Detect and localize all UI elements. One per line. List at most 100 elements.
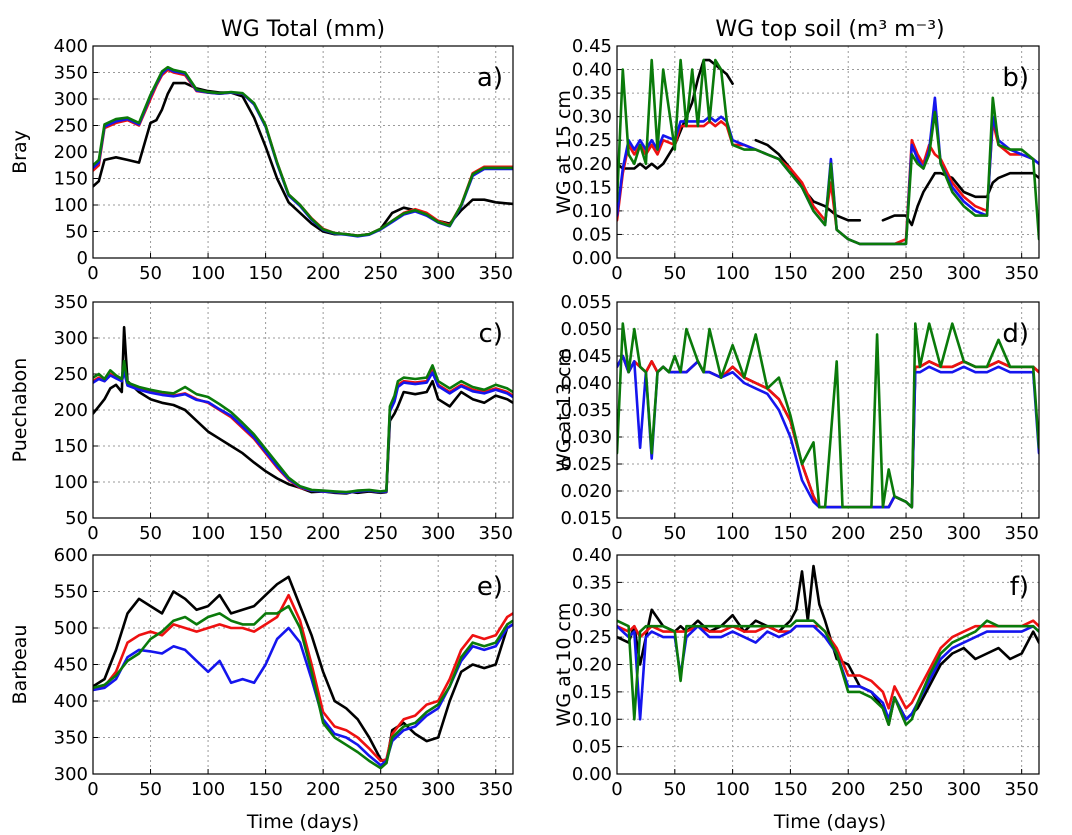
x-tick-label: 50 (139, 779, 162, 800)
y-tick-label: 0.30 (572, 600, 612, 621)
series-group (93, 65, 513, 238)
x-tick-label: 200 (306, 523, 340, 544)
y-axis-label: WG at 15 cm (553, 90, 575, 214)
plot-frame (616, 554, 1040, 775)
y-tick-label: 0.40 (572, 545, 612, 566)
series-line-0 (93, 575, 513, 765)
panel-a: 0 50 100 150 200 250 300 350 0 50 100 150 200 250 300 3… (9, 36, 514, 284)
y-tick-label: 0 (77, 248, 88, 269)
x-tick-label: 200 (831, 523, 865, 544)
x-tick-label: 300 (947, 263, 981, 284)
y-tick-label: 0.35 (572, 572, 612, 593)
y-tick-label: 300 (54, 328, 88, 349)
x-tick-label: 150 (248, 523, 282, 544)
y-tick-label: 0.40 (572, 60, 612, 81)
x-tick-label: 350 (479, 779, 513, 800)
x-tick-label: 0 (87, 523, 98, 544)
x-axis-title-right: Time (days) (773, 811, 886, 833)
plot-frame (616, 301, 1040, 519)
y-tick-label: 100 (54, 472, 88, 493)
x-tick-label: 0 (87, 263, 98, 284)
y-tick-label: 0.00 (572, 248, 612, 269)
x-tick-label: 250 (363, 523, 397, 544)
y-tick-label: 0.055 (560, 292, 612, 313)
panel-c: 0 50 100 150 200 250 300 3505010015020025030035… (9, 292, 514, 544)
y-tick-label: 0.15 (572, 682, 612, 703)
series-group (93, 575, 513, 770)
y-tick-label: 150 (54, 436, 88, 457)
series-line-2 (617, 96, 1039, 246)
y-tick-label: 600 (54, 545, 88, 566)
y-tick-label: 0.040 (560, 373, 612, 394)
y-tick-label: 250 (54, 116, 88, 137)
x-tick-label: 250 (889, 779, 923, 800)
series-line-0 (617, 564, 1039, 726)
x-tick-label: 0 (611, 779, 622, 800)
panel-tag: a) (477, 63, 503, 93)
y-tick-label: 200 (54, 400, 88, 421)
y-axis-label: Barbeau (9, 625, 31, 705)
y-tick-label: 0.20 (572, 655, 612, 676)
x-tick-label: 150 (773, 263, 807, 284)
x-tick-label: 300 (947, 779, 981, 800)
y-tick-label: 350 (54, 63, 88, 84)
y-tick-label: 550 (54, 582, 88, 603)
x-tick-label: 300 (421, 779, 455, 800)
y-tick-label: 150 (54, 169, 88, 190)
x-tick-label: 250 (363, 263, 397, 284)
panel-e: 0 50 100 150 200 250 300 350 300 350 400 450 500 550 6… (9, 545, 514, 800)
series-group (617, 564, 1039, 726)
x-tick-label: 0 (87, 779, 98, 800)
x-tick-label: 300 (421, 263, 455, 284)
panels-group: 0 50 100 150 200 250 300 3500501001502002503003… (9, 36, 1040, 800)
series-line-3 (617, 58, 1039, 246)
y-tick-label: 0.10 (572, 201, 612, 222)
x-tick-label: 150 (248, 263, 282, 284)
panel-tag: f) (1010, 572, 1029, 602)
x-tick-label: 200 (306, 263, 340, 284)
y-tick-label: 200 (54, 142, 88, 163)
plot-frame (616, 45, 1040, 259)
x-tick-label: 100 (715, 263, 749, 284)
x-tick-label: 350 (1004, 523, 1038, 544)
panel-d: 0 50 100 150 200 250 300 350 0.015 0.020 0.025 0.03… (553, 292, 1040, 544)
series-line-3 (93, 604, 513, 770)
y-tick-label: 350 (54, 728, 88, 749)
x-tick-label: 150 (773, 779, 807, 800)
column-title-total: WG Total (mm) (221, 17, 385, 42)
y-tick-label: 0.45 (572, 36, 612, 57)
x-tick-label: 100 (191, 779, 225, 800)
plot-frame (92, 554, 514, 775)
series-line-3 (617, 322, 1039, 509)
x-tick-label: 350 (479, 263, 513, 284)
panel-b: 0 50 100 150 200 250 300 3500.000.050.100.150.2… (553, 36, 1040, 284)
y-tick-label: 0.25 (572, 130, 612, 151)
x-tick-label: 50 (139, 523, 162, 544)
y-tick-label: 0.35 (572, 83, 612, 104)
series-line-1 (93, 593, 513, 763)
y-tick-label: 0.025 (560, 454, 612, 475)
plot-frame (92, 45, 514, 259)
panel-tag: d) (1002, 319, 1029, 349)
x-tick-label: 200 (306, 779, 340, 800)
x-tick-label: 150 (248, 779, 282, 800)
x-tick-label: 150 (773, 523, 807, 544)
x-tick-label: 50 (663, 263, 686, 284)
y-tick-label: 0.00 (572, 764, 612, 785)
x-tick-label: 350 (1004, 779, 1038, 800)
y-tick-label: 300 (54, 764, 88, 785)
y-tick-label: 0.045 (560, 346, 612, 367)
series-line-2 (93, 623, 513, 767)
series-group (93, 325, 513, 495)
y-tick-label: 350 (54, 292, 88, 313)
y-tick-label: 400 (54, 691, 88, 712)
y-tick-label: 0.20 (572, 154, 612, 175)
x-tick-label: 50 (663, 523, 686, 544)
y-tick-label: 50 (65, 508, 88, 529)
y-tick-label: 250 (54, 364, 88, 385)
x-tick-label: 100 (191, 523, 225, 544)
y-tick-label: 0.15 (572, 177, 612, 198)
x-tick-label: 200 (831, 779, 865, 800)
y-tick-label: 0.020 (560, 481, 612, 502)
series-group (617, 58, 1039, 246)
